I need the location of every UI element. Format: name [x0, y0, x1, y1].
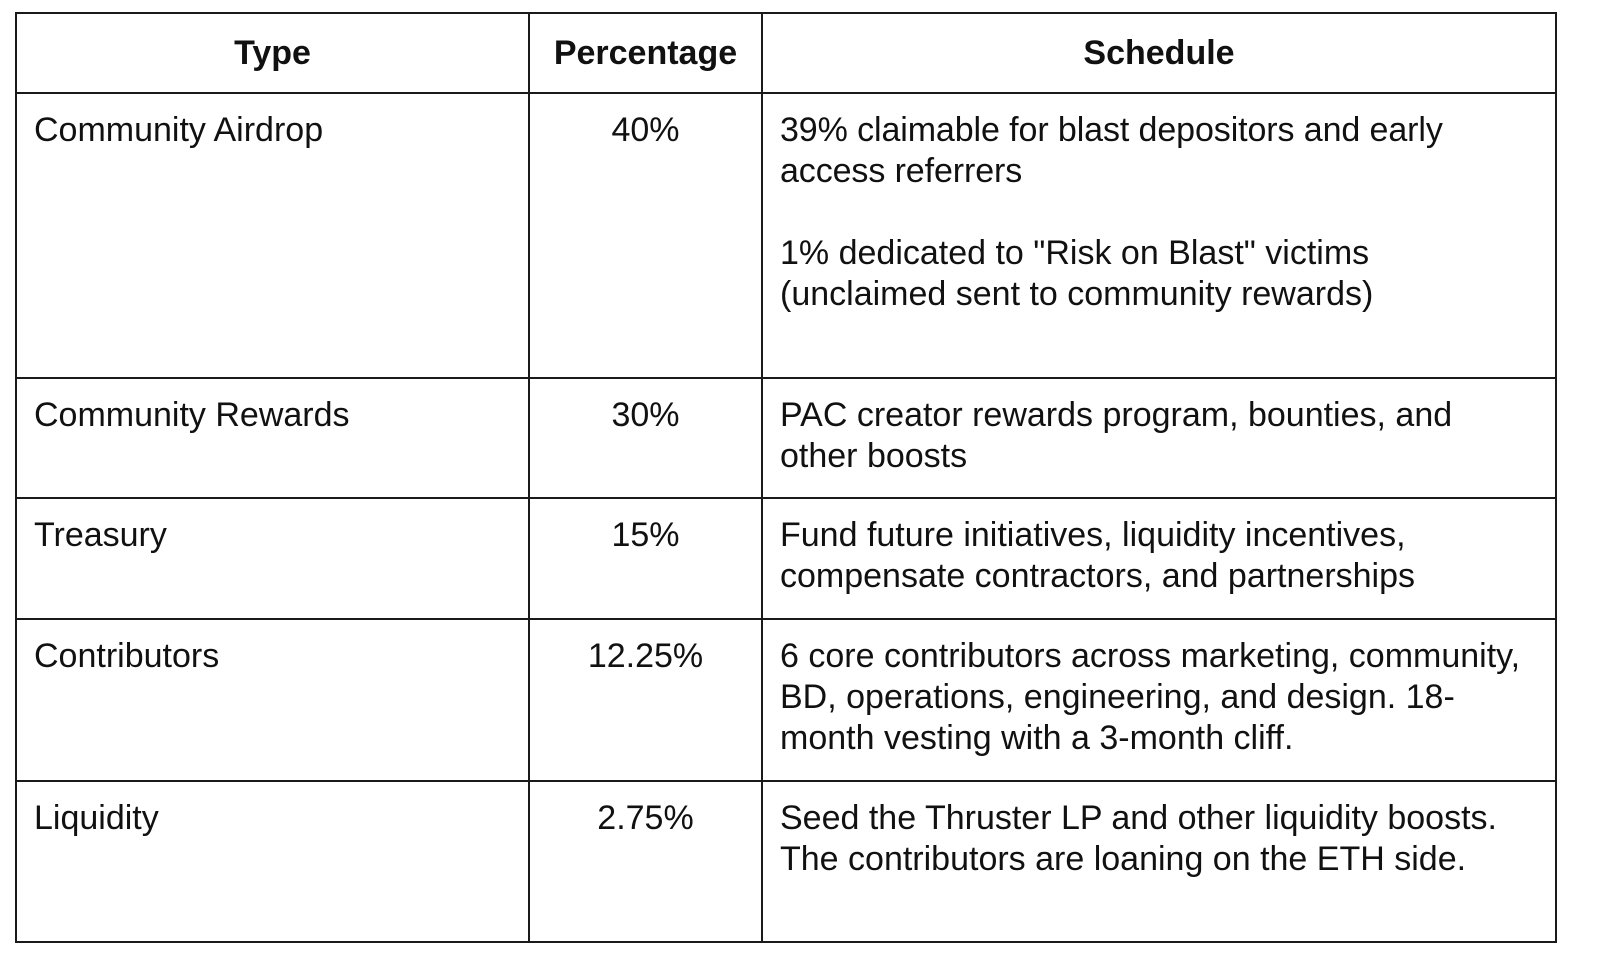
- schedule-cell: Fund future initiatives, liquidity incen…: [761, 497, 1557, 620]
- header-type: Type: [15, 12, 530, 94]
- type-cell: Liquidity: [15, 780, 530, 943]
- type-cell: Treasury: [15, 497, 530, 620]
- schedule-cell: 39% claimable for blast depositors and e…: [761, 92, 1557, 379]
- type-cell: Community Rewards: [15, 377, 530, 499]
- header-schedule: Schedule: [761, 12, 1557, 94]
- schedule-text: Fund future initiatives, liquidity incen…: [780, 516, 1416, 595]
- schedule-cell: PAC creator rewards program, bounties, a…: [761, 377, 1557, 499]
- percentage-cell: 2.75%: [528, 780, 763, 943]
- schedule-text: 1% dedicated to "Risk on Blast" victims …: [780, 234, 1374, 313]
- allocation-table: Type Percentage Schedule Community Airdr…: [15, 12, 1557, 943]
- table-row: Treasury 15% Fund future initiatives, li…: [15, 497, 1557, 620]
- schedule-cell: 6 core contributors across marketing, co…: [761, 618, 1557, 782]
- schedule-text: 6 core contributors across marketing, co…: [780, 637, 1521, 757]
- table-row: Community Airdrop 40% 39% claimable for …: [15, 92, 1557, 379]
- schedule-text: Seed the Thruster LP and other liquidity…: [780, 799, 1497, 878]
- header-row: Type Percentage Schedule: [15, 12, 1557, 94]
- type-cell: Contributors: [15, 618, 530, 782]
- table-row: Liquidity 2.75% Seed the Thruster LP and…: [15, 780, 1557, 943]
- header-percentage: Percentage: [528, 12, 763, 94]
- type-cell: Community Airdrop: [15, 92, 530, 379]
- percentage-cell: 12.25%: [528, 618, 763, 782]
- schedule-text: PAC creator rewards program, bounties, a…: [780, 396, 1453, 475]
- table-row: Contributors 12.25% 6 core contributors …: [15, 618, 1557, 782]
- percentage-cell: 30%: [528, 377, 763, 499]
- table-row: Community Rewards 30% PAC creator reward…: [15, 377, 1557, 499]
- percentage-cell: 15%: [528, 497, 763, 620]
- schedule-text: 39% claimable for blast depositors and e…: [780, 111, 1443, 190]
- percentage-cell: 40%: [528, 92, 763, 379]
- schedule-cell: Seed the Thruster LP and other liquidity…: [761, 780, 1557, 943]
